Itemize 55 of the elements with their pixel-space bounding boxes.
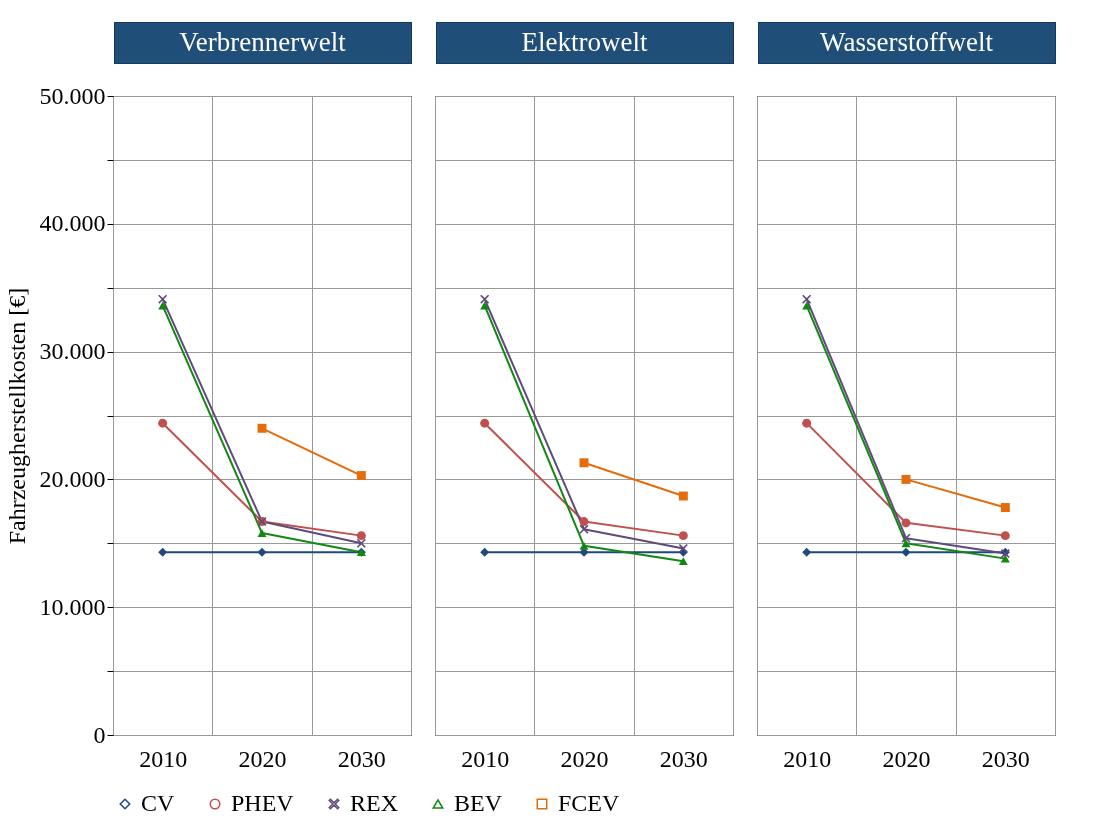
point xyxy=(802,547,812,557)
point xyxy=(480,294,490,304)
chart-title: Elektrowelt xyxy=(435,21,734,64)
x-tick-label: 2030 xyxy=(337,745,386,772)
point xyxy=(678,491,688,501)
x-tick-label: 2030 xyxy=(659,745,708,772)
legend-label: FCEV xyxy=(558,790,621,816)
point xyxy=(579,517,589,527)
point xyxy=(678,531,688,541)
point xyxy=(579,541,589,550)
point xyxy=(1000,503,1010,512)
legend-label: BEV xyxy=(454,790,503,816)
y-axis-title: Fahrzeugherstellkosten [€] xyxy=(3,287,30,545)
point xyxy=(901,547,911,557)
point xyxy=(678,543,688,553)
x-tick-label: 2020 xyxy=(560,745,609,772)
x-tick-label: 2020 xyxy=(238,745,287,772)
x-tick-label: 2020 xyxy=(882,745,931,772)
point xyxy=(802,418,812,428)
point xyxy=(802,294,812,304)
legend-label: REX xyxy=(350,790,398,816)
point xyxy=(901,474,911,484)
point xyxy=(579,524,589,534)
point xyxy=(158,418,168,428)
chart-title: Wasserstoffwelt xyxy=(757,21,1056,64)
chart-title: Verbrennerwelt xyxy=(113,21,412,64)
x-tick-label: 2030 xyxy=(981,745,1030,772)
y-tick-label: 30.000 xyxy=(39,338,106,365)
point xyxy=(257,423,267,433)
point xyxy=(1000,554,1010,563)
y-tick-label: 10.000 xyxy=(39,593,106,620)
point xyxy=(257,529,267,537)
point xyxy=(356,471,366,481)
x-tick-label: 2010 xyxy=(139,745,188,772)
point xyxy=(356,531,366,541)
y-tick-label: 50.000 xyxy=(39,82,106,109)
point xyxy=(678,557,688,566)
point xyxy=(1000,531,1010,541)
x-tick-label: 2010 xyxy=(461,745,510,772)
legend-label: CV xyxy=(141,790,176,816)
point xyxy=(579,458,589,468)
point xyxy=(158,547,168,557)
point xyxy=(480,547,490,557)
point xyxy=(901,539,911,548)
point xyxy=(257,547,267,557)
point xyxy=(158,294,168,304)
y-tick-label: 0 xyxy=(93,721,106,748)
x-tick-label: 2010 xyxy=(783,745,832,772)
legend-label: PHEV xyxy=(231,790,295,816)
point xyxy=(901,533,911,543)
y-tick-label: 40.000 xyxy=(39,210,106,237)
point xyxy=(480,418,490,428)
point xyxy=(901,518,911,528)
point xyxy=(356,538,366,548)
y-tick-label: 20.000 xyxy=(39,465,106,492)
